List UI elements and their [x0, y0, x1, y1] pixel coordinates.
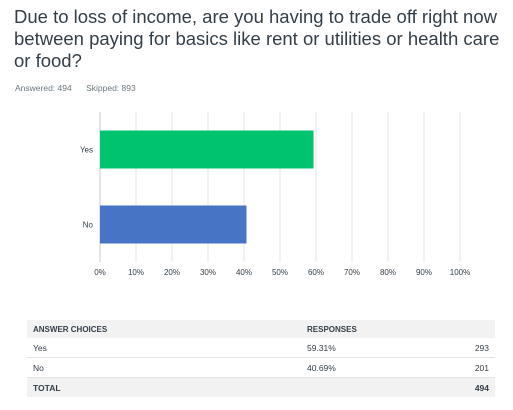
x-tick-label: 70%	[344, 268, 360, 277]
header-responses: RESPONSES	[301, 320, 423, 338]
row-choice: No	[27, 357, 301, 378]
x-tick-label: 20%	[164, 268, 180, 277]
total-count: 494	[423, 377, 495, 397]
bar-chart-svg: 0% 10% 20% 30% 40% 50% 60% 70% 80% 90% 100% Yes No	[80, 112, 470, 277]
row-percent: 40.69%	[301, 357, 423, 378]
bar-no	[100, 205, 247, 244]
table-total-row: TOTAL 494	[27, 377, 495, 397]
total-label: TOTAL	[27, 377, 301, 397]
x-tick-label: 80%	[380, 268, 396, 277]
table-row: Yes 59.31% 293	[27, 338, 495, 358]
x-tick-label: 60%	[308, 268, 324, 277]
category-label: Yes	[80, 146, 93, 155]
bar-yes	[100, 130, 314, 169]
bar-chart: 0% 10% 20% 30% 40% 50% 60% 70% 80% 90% 100% Yes No	[0, 100, 513, 290]
x-tick-label: 40%	[236, 268, 252, 277]
row-count: 201	[423, 357, 495, 378]
x-tick-label: 30%	[200, 268, 216, 277]
question-title: Due to loss of income, are you having to…	[14, 6, 500, 71]
responses-table: ANSWER CHOICES RESPONSES Yes 59.31% 293 …	[27, 320, 495, 397]
table-header-row: ANSWER CHOICES RESPONSES	[27, 320, 495, 338]
x-tick-label: 0%	[94, 268, 106, 277]
x-tick-label: 10%	[128, 268, 144, 277]
header-answer-choices: ANSWER CHOICES	[27, 320, 301, 338]
row-percent: 59.31%	[301, 338, 423, 358]
category-label: No	[83, 221, 94, 230]
x-tick-label: 100%	[450, 268, 470, 277]
x-tick-label: 90%	[416, 268, 432, 277]
x-tick-label: 50%	[272, 268, 288, 277]
header-count	[423, 320, 495, 338]
row-count: 293	[423, 338, 495, 358]
row-choice: Yes	[27, 338, 301, 358]
table-row: No 40.69% 201	[27, 357, 495, 378]
answered-count: Answered: 494	[15, 83, 72, 93]
response-stats: Answered: 494 Skipped: 893	[15, 83, 148, 93]
total-percent	[301, 377, 423, 397]
skipped-count: Skipped: 893	[86, 83, 136, 93]
